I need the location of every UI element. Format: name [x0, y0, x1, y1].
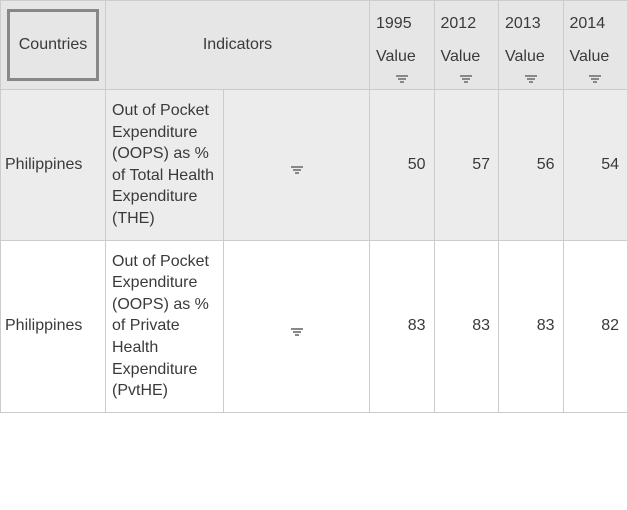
year-label: 1995: [376, 15, 412, 32]
cell-value: 57: [434, 90, 499, 241]
year-label: 2012: [441, 15, 477, 32]
cell-indicator: Out of Pocket Expenditure (OOPS) as % of…: [106, 240, 224, 412]
column-header-countries[interactable]: Countries: [1, 1, 106, 90]
cell-value: 56: [499, 90, 564, 241]
cell-value: 83: [434, 240, 499, 412]
table-header: Countries Indicators 1995 2012 2013 2014…: [1, 1, 627, 90]
year-label: 2014: [570, 15, 606, 32]
column-header-year-3[interactable]: 2014: [563, 1, 627, 46]
filter-icon[interactable]: [396, 75, 408, 83]
value-label: Value: [505, 48, 545, 65]
filter-icon[interactable]: [291, 328, 303, 336]
value-label: Value: [376, 48, 416, 65]
column-header-indicators[interactable]: Indicators: [106, 1, 370, 90]
countries-label: Countries: [7, 9, 99, 81]
filter-icon[interactable]: [589, 75, 601, 83]
cell-indicator: Out of Pocket Expenditure (OOPS) as % of…: [106, 90, 224, 241]
filter-icon[interactable]: [460, 75, 472, 83]
cell-value: 50: [370, 90, 435, 241]
column-subheader-value-0[interactable]: Value: [370, 46, 435, 90]
filter-icon[interactable]: [291, 166, 303, 174]
table-row: Philippines Out of Pocket Expenditure (O…: [1, 240, 627, 412]
cell-value: 83: [370, 240, 435, 412]
column-subheader-value-3[interactable]: Value: [563, 46, 627, 90]
cell-value: 82: [563, 240, 627, 412]
cell-value: 54: [563, 90, 627, 241]
cell-indicator-filter[interactable]: [224, 90, 370, 241]
table-body: Philippines Out of Pocket Expenditure (O…: [1, 90, 627, 413]
data-table: Countries Indicators 1995 2012 2013 2014…: [0, 0, 627, 413]
cell-country: Philippines: [1, 240, 106, 412]
indicators-label: Indicators: [203, 36, 272, 53]
column-header-year-1[interactable]: 2012: [434, 1, 499, 46]
cell-country: Philippines: [1, 90, 106, 241]
value-label: Value: [570, 48, 610, 65]
value-label: Value: [441, 48, 481, 65]
column-subheader-value-1[interactable]: Value: [434, 46, 499, 90]
column-header-year-2[interactable]: 2013: [499, 1, 564, 46]
cell-value: 83: [499, 240, 564, 412]
filter-icon[interactable]: [525, 75, 537, 83]
column-subheader-value-2[interactable]: Value: [499, 46, 564, 90]
column-header-year-0[interactable]: 1995: [370, 1, 435, 46]
cell-indicator-filter[interactable]: [224, 240, 370, 412]
year-label: 2013: [505, 15, 541, 32]
table-row: Philippines Out of Pocket Expenditure (O…: [1, 90, 627, 241]
